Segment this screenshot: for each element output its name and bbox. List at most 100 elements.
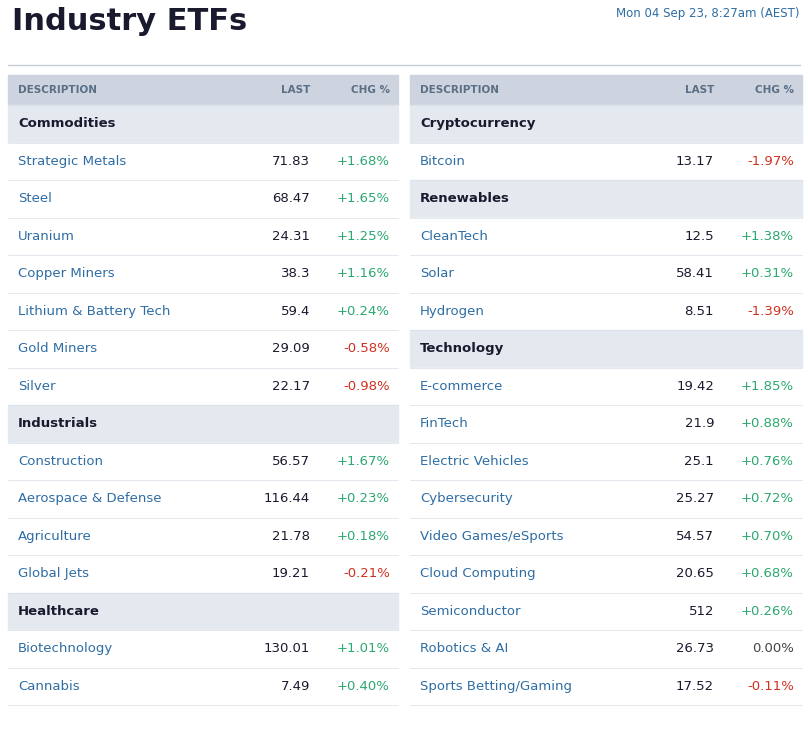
Text: +0.24%: +0.24% [337, 305, 390, 318]
Text: -0.11%: -0.11% [747, 680, 794, 693]
Text: +1.01%: +1.01% [337, 642, 390, 655]
Text: 130.01: 130.01 [263, 642, 310, 655]
Bar [410, 555, 802, 593]
Text: Cybersecurity: Cybersecurity [420, 492, 513, 506]
Text: +1.67%: +1.67% [337, 455, 390, 468]
Text: 0.00%: 0.00% [752, 642, 794, 655]
Text: FinTech: FinTech [420, 417, 469, 430]
Bar [8, 142, 398, 180]
Text: CHG %: CHG % [351, 85, 390, 95]
Text: 25.1: 25.1 [684, 455, 714, 468]
Text: -0.21%: -0.21% [343, 567, 390, 580]
Text: CHG %: CHG % [755, 85, 794, 95]
Text: Gold Miners: Gold Miners [18, 342, 97, 355]
Text: Industrials: Industrials [18, 417, 98, 430]
Text: +0.88%: +0.88% [741, 417, 794, 430]
Text: Hydrogen: Hydrogen [420, 305, 485, 318]
Text: Technology: Technology [420, 342, 504, 355]
Text: DESCRIPTION: DESCRIPTION [18, 85, 97, 95]
Bar [410, 105, 802, 142]
Text: +1.85%: +1.85% [741, 380, 794, 393]
Text: Construction: Construction [18, 455, 103, 468]
Text: 17.52: 17.52 [675, 680, 714, 693]
Text: LAST: LAST [684, 85, 714, 95]
Text: Robotics & AI: Robotics & AI [420, 642, 508, 655]
Text: Cloud Computing: Cloud Computing [420, 567, 536, 580]
Text: Mon 04 Sep 23, 8:27am (AEST): Mon 04 Sep 23, 8:27am (AEST) [617, 7, 800, 20]
Text: 19.21: 19.21 [272, 567, 310, 580]
Bar [8, 517, 398, 555]
Text: 38.3: 38.3 [280, 268, 310, 280]
Bar [410, 330, 802, 368]
Text: 29.09: 29.09 [272, 342, 310, 355]
Text: +1.68%: +1.68% [337, 155, 390, 168]
Bar [410, 517, 802, 555]
Bar [410, 442, 802, 480]
Text: +0.70%: +0.70% [741, 530, 794, 542]
Bar [410, 593, 802, 630]
Text: Electric Vehicles: Electric Vehicles [420, 455, 528, 468]
Bar [8, 555, 398, 593]
Text: 68.47: 68.47 [272, 192, 310, 205]
Text: 13.17: 13.17 [675, 155, 714, 168]
Bar [8, 75, 398, 105]
Text: 21.9: 21.9 [684, 417, 714, 430]
Text: 21.78: 21.78 [272, 530, 310, 542]
Text: +0.40%: +0.40% [337, 680, 390, 693]
Text: 71.83: 71.83 [272, 155, 310, 168]
Text: +1.25%: +1.25% [337, 230, 390, 242]
Bar [8, 217, 398, 255]
Text: Silver: Silver [18, 380, 56, 393]
Text: 7.49: 7.49 [280, 680, 310, 693]
Text: Cryptocurrency: Cryptocurrency [420, 117, 536, 130]
Text: 22.17: 22.17 [271, 380, 310, 393]
Text: Lithium & Battery Tech: Lithium & Battery Tech [18, 305, 170, 318]
Text: Biotechnology: Biotechnology [18, 642, 113, 655]
Text: 59.4: 59.4 [280, 305, 310, 318]
Text: 20.65: 20.65 [676, 567, 714, 580]
Text: 512: 512 [688, 605, 714, 618]
Text: Solar: Solar [420, 268, 454, 280]
Text: Sports Betting/Gaming: Sports Betting/Gaming [420, 680, 572, 693]
Bar [8, 180, 398, 217]
Text: Aerospace & Defense: Aerospace & Defense [18, 492, 162, 506]
Text: 25.27: 25.27 [675, 492, 714, 506]
Text: +1.65%: +1.65% [337, 192, 390, 205]
Bar [410, 630, 802, 668]
Bar [8, 630, 398, 668]
Text: 116.44: 116.44 [263, 492, 310, 506]
Text: +0.23%: +0.23% [337, 492, 390, 506]
Text: +1.38%: +1.38% [741, 230, 794, 242]
Bar [8, 480, 398, 517]
Text: Global Jets: Global Jets [18, 567, 89, 580]
Text: Bitcoin: Bitcoin [420, 155, 466, 168]
Text: Agriculture: Agriculture [18, 530, 92, 542]
Bar [410, 75, 802, 105]
Bar [410, 255, 802, 293]
Text: Steel: Steel [18, 192, 52, 205]
Text: Commodities: Commodities [18, 117, 116, 130]
Bar [8, 293, 398, 330]
Text: +0.68%: +0.68% [741, 567, 794, 580]
Text: 8.51: 8.51 [684, 305, 714, 318]
Text: -0.98%: -0.98% [343, 380, 390, 393]
Text: 19.42: 19.42 [676, 380, 714, 393]
Bar [410, 668, 802, 705]
Bar [8, 368, 398, 405]
Text: +0.72%: +0.72% [741, 492, 794, 506]
Text: 24.31: 24.31 [272, 230, 310, 242]
Text: CleanTech: CleanTech [420, 230, 488, 242]
Text: +0.76%: +0.76% [741, 455, 794, 468]
Text: -1.97%: -1.97% [747, 155, 794, 168]
Bar [8, 330, 398, 368]
Bar [8, 593, 398, 630]
Text: 12.5: 12.5 [684, 230, 714, 242]
Text: Video Games/eSports: Video Games/eSports [420, 530, 563, 542]
Bar [8, 668, 398, 705]
Bar [410, 368, 802, 405]
Text: -1.39%: -1.39% [747, 305, 794, 318]
Bar [8, 255, 398, 293]
Text: Healthcare: Healthcare [18, 605, 100, 618]
Bar [8, 405, 398, 442]
Text: +0.18%: +0.18% [337, 530, 390, 542]
